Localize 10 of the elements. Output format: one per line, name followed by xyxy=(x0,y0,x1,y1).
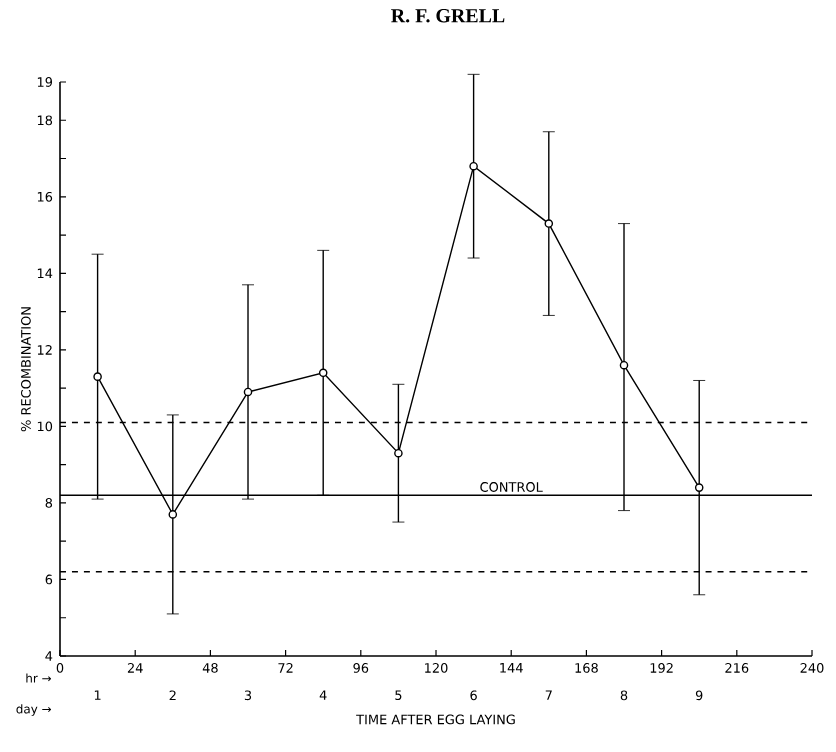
point xyxy=(694,483,704,492)
point xyxy=(619,360,629,370)
point xyxy=(469,161,478,171)
point xyxy=(394,448,403,458)
point xyxy=(243,387,253,397)
point xyxy=(168,510,178,519)
point xyxy=(318,368,328,378)
point xyxy=(93,372,102,381)
chart-title: R. F. GRELL xyxy=(391,9,505,23)
point xyxy=(544,219,554,228)
